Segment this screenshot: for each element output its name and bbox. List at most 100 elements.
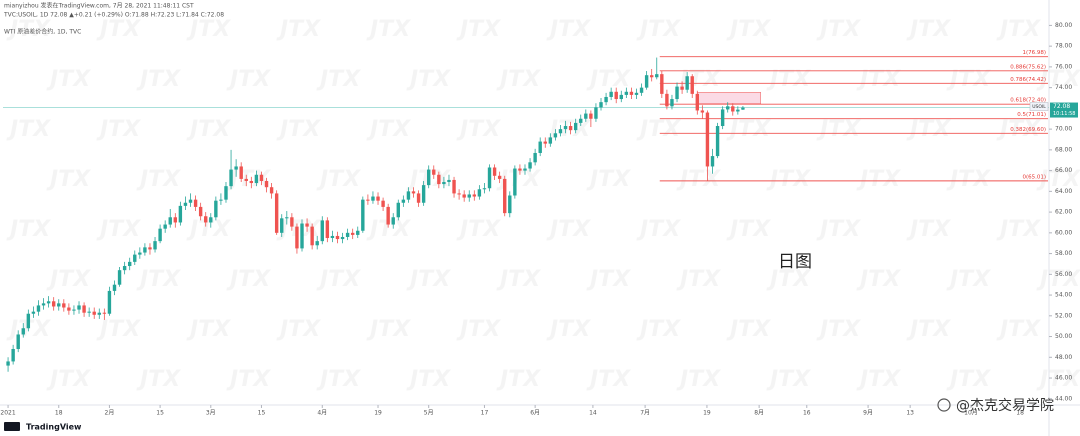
candle-body [401,199,406,203]
watermark: JTX [226,67,271,92]
candle-body [386,206,390,225]
watermark: JTX [946,167,991,192]
candle-body [92,311,96,315]
candle-body [563,126,568,130]
candle-body [553,133,558,138]
watermark: JTX [406,67,451,92]
symbol-tag: USOIL [1032,104,1046,110]
candle-body [350,232,355,235]
candle-body [16,334,20,349]
candle-body [163,224,167,229]
candle-body [366,199,370,201]
x-tick-label: 4月 [317,410,327,417]
watermark: JTX [676,367,721,392]
watermark: JTX [186,17,231,42]
candle-body [51,301,56,307]
candle-body [609,91,613,97]
watermark: JTX [676,167,721,192]
watermark: JTX [96,217,141,242]
price-tag: 72.08 [1053,103,1070,110]
candle-body [472,194,477,197]
watermark: JTX [726,17,771,42]
candle-body [437,174,441,185]
y-tick-label: 46.00 [1055,375,1072,382]
watermark: JTX [276,17,321,42]
candle-body [234,166,238,170]
watermark: JTX [816,17,861,42]
candle-body [427,169,431,186]
watermark: JTX [996,17,1041,42]
candle-body [148,247,152,250]
candle-body [508,195,512,214]
candle-body [41,303,46,306]
candle-body [736,109,740,112]
candle-body [122,266,127,271]
candle-body [406,191,411,200]
candle-body [726,106,730,110]
candle-body [447,179,451,183]
watermark: JTX [226,167,271,192]
candle-body [264,180,269,188]
header-symbol: TVC:USOIL, 1D 72.08 ▲+0.21 (+0.29%) O:71… [3,12,224,19]
x-tick-label: 15 [258,410,266,417]
candle-body [731,106,735,112]
candle-body [209,217,213,223]
watermark: JTX [96,17,141,42]
watermark: JTX [316,67,361,92]
candle-body [715,126,720,157]
candle-body [224,186,228,200]
candle-body [138,252,142,255]
candle-body [670,99,674,107]
watermark: JTX [996,317,1041,342]
candle-body [97,312,101,315]
watermark: JTX [856,267,901,292]
footer-watermark: @杰克交易学院 [956,397,1054,414]
watermark: JTX [496,167,541,192]
candle-body [573,122,578,131]
watermark: JTX [856,367,901,392]
x-tick-label: 17 [481,410,489,417]
candle-body [523,168,527,171]
countdown: 10:11:58 [1053,111,1075,117]
watermark: JTX [46,67,91,92]
candle-body [589,113,593,119]
candle-body [249,180,254,184]
fib-label: 0.5(71.01) [1017,112,1046,118]
candle-body [604,96,608,103]
candle-body [143,247,147,253]
candle-body [335,235,340,240]
candle-body [269,187,274,194]
candle-body [518,168,522,171]
x-tick-label: 3月 [206,410,216,417]
x-tick-label: 5月 [424,410,434,417]
candle-body [127,261,132,267]
x-tick-label: 18 [1016,410,1024,417]
logo: TradingView [26,423,82,432]
watermark: JTX [456,17,501,42]
watermark: JTX [6,117,51,142]
fib-label: 1(76.98) [1022,50,1046,56]
y-tick-label: 48.00 [1055,354,1072,361]
candle-body [543,141,547,144]
watermark: JTX [996,217,1041,242]
candle-body [391,217,395,225]
y-tick-label: 74.00 [1055,84,1072,91]
x-tick-label: 9月 [863,410,873,417]
candle-body [421,185,426,203]
watermark: JTX [996,117,1041,142]
candle-body [82,305,86,313]
watermark: JTX [316,267,361,292]
watermark: JTX [366,317,411,342]
x-tick-label: 6月 [530,410,540,417]
watermark: JTX [1036,167,1080,192]
candle-body [467,194,471,198]
header-author: mianyizhou 发表在TradingView.com, 7月 28, 20… [4,2,194,10]
watermark: JTX [276,117,321,142]
candle-body [26,313,31,329]
y-tick-label: 64.00 [1055,188,1072,195]
candle-body [57,303,61,307]
x-tick-label: 8月 [754,410,764,417]
y-tick-label: 56.00 [1055,271,1072,278]
candle-body [62,303,66,308]
candle-body [452,179,456,194]
